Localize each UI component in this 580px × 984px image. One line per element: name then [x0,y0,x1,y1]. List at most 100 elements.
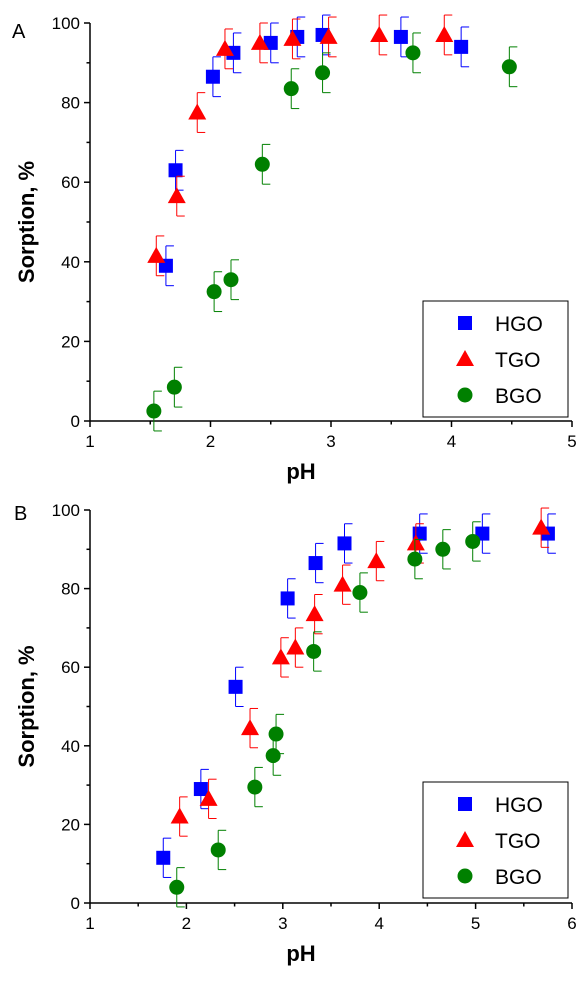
x-tick-label: 6 [567,914,576,933]
x-tick-label: 4 [447,432,456,451]
data-point-tgo [286,638,305,655]
panel-label: A [12,21,26,43]
data-point-tgo [532,518,551,535]
data-point-hgo [168,163,183,178]
data-point-bgo [306,643,322,659]
series-tgo [170,507,551,837]
y-tick-label: 60 [61,173,80,192]
data-point-bgo [315,65,331,81]
data-point-bgo [206,284,222,300]
legend: HGO TGO BGO [422,300,569,418]
series-bgo [146,32,518,432]
legend-marker-bgo [457,387,473,403]
data-point-tgo [215,39,234,56]
legend-label-bgo: BGO [495,866,542,889]
data-point-tgo [167,187,186,204]
series-tgo [147,14,454,277]
panel-label: B [14,503,27,525]
legend: HGO TGO BGO [422,781,569,899]
data-point-tgo [147,246,166,263]
data-point-hgo [337,536,352,551]
y-tick-label: 0 [71,412,80,431]
data-point-bgo [352,585,368,601]
x-tick-label: 1 [85,432,94,451]
data-point-tgo [241,719,260,736]
data-point-bgo [169,879,185,895]
x-tick-label: 5 [567,432,576,451]
y-axis-title: Sorption, % [14,645,39,767]
x-axis-title: pH [286,941,315,966]
data-point-bgo [210,842,226,858]
data-point-tgo [250,33,269,50]
x-tick-label: 3 [278,914,287,933]
data-point-hgo [454,39,469,54]
data-point-tgo [283,29,302,46]
legend-label-hgo: HGO [495,794,543,817]
data-point-bgo [166,379,182,395]
legend-marker-hgo [458,797,472,811]
legend-box [422,781,569,899]
data-point-bgo [247,779,263,795]
x-tick-label: 3 [326,432,335,451]
data-point-hgo [475,526,490,541]
data-point-bgo [223,272,239,288]
data-point-tgo [199,789,218,806]
data-point-hgo [205,69,220,84]
data-point-tgo [333,575,352,592]
data-point-tgo [188,103,207,120]
legend-label-tgo: TGO [495,349,541,372]
data-point-hgo [228,679,243,694]
data-point-bgo [501,59,517,75]
y-axis-title: Sorption, % [14,161,39,283]
data-point-tgo [271,648,290,665]
y-tick-label: 80 [61,94,80,113]
x-tick-label: 2 [182,914,191,933]
legend-marker-tgo [456,350,474,366]
data-point-bgo [435,541,451,557]
data-point-hgo [393,29,408,44]
legend-marker-tgo [456,831,474,847]
data-point-tgo [305,605,324,622]
y-tick-label: 60 [61,658,80,677]
data-point-tgo [370,25,389,42]
data-point-tgo [319,27,338,44]
data-point-bgo [405,45,421,61]
data-point-bgo [407,551,423,567]
data-point-hgo [263,35,278,50]
series-hgo [158,14,470,287]
y-tick-label: 20 [61,332,80,351]
data-point-bgo [254,156,270,172]
data-point-hgo [193,782,208,797]
y-tick-label: 100 [52,14,80,33]
data-point-tgo [435,25,454,42]
x-tick-label: 5 [471,914,480,933]
chart-panel-a: 1 2 3 4 5 0 20 40 60 80 100 pH Sorption, % A HGO TGO BGO [12,14,577,484]
data-point-bgo [268,726,284,742]
y-tick-label: 40 [61,253,80,272]
x-axis-title: pH [286,459,315,484]
x-tick-label: 1 [85,914,94,933]
data-point-tgo [406,534,425,551]
data-point-bgo [283,81,299,97]
legend-label-tgo: TGO [495,830,541,853]
y-tick-label: 100 [52,501,80,520]
data-point-tgo [367,552,386,569]
x-tick-label: 2 [206,432,215,451]
data-point-hgo [156,850,171,865]
series-bgo [169,521,481,908]
data-point-hgo [308,556,323,571]
data-point-bgo [465,533,481,549]
legend-label-hgo: HGO [495,313,543,336]
y-tick-label: 40 [61,737,80,756]
legend-marker-bgo [457,868,473,884]
y-tick-label: 0 [71,894,80,913]
data-point-hgo [280,591,295,606]
x-tick-label: 4 [374,914,383,933]
legend-box [422,300,569,418]
legend-label-bgo: BGO [495,385,542,408]
data-point-bgo [146,403,162,419]
data-point-bgo [265,748,281,764]
data-point-tgo [170,807,189,824]
